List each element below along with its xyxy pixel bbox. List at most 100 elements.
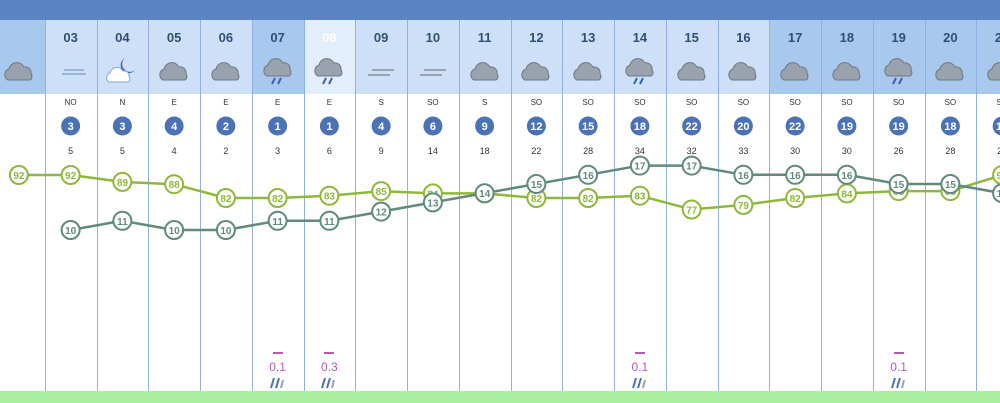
wind-direction: SO [530, 98, 543, 107]
column-divider [303, 20, 305, 391]
hour-label: 11 [477, 30, 492, 45]
column-divider [148, 20, 150, 391]
humidity-value: 88 [169, 180, 181, 191]
cloud-icon [159, 62, 188, 81]
wind-speed-value: 4 [171, 121, 178, 133]
temperature-point: 11 [267, 210, 288, 231]
wind-speed-badge: 3 [112, 116, 132, 136]
wind-direction: SO [737, 98, 750, 107]
hour-header: 06 [200, 20, 252, 94]
cloud-icon [935, 62, 964, 81]
wind-speed-badge: 4 [164, 116, 184, 136]
wind-direction: NO [64, 98, 77, 107]
wind-gust: 28 [945, 146, 956, 156]
hour-label: 15 [684, 30, 699, 45]
hour-header: 10 [407, 20, 459, 94]
cloud-icon [4, 62, 33, 81]
wind-speed-value: 3 [68, 121, 74, 133]
temperature-value: 14 [997, 189, 1000, 200]
temperature-value: 16 [841, 171, 853, 182]
wind-speed-value: 22 [686, 121, 698, 133]
wind-speed-value: 18 [996, 121, 1000, 133]
wind-gust: 34 [634, 146, 645, 156]
humidity-point: 77 [681, 199, 702, 220]
wind-direction: SO [427, 98, 439, 107]
wind-gust: 30 [790, 146, 801, 156]
temperature-point: 13 [422, 192, 443, 213]
hour-header: 17 [769, 20, 821, 94]
temperature-point: 11 [112, 210, 133, 231]
precip-amount: 0.1 [631, 360, 649, 374]
moon-wind-icon [61, 60, 86, 78]
wind-direction: E [274, 98, 281, 107]
wind-gust: 18 [479, 146, 490, 156]
humidity-value: 79 [738, 201, 750, 212]
temperature-value: 10 [169, 226, 181, 237]
humidity-point: 92 [60, 165, 81, 185]
humidity-point: 82 [578, 188, 599, 208]
wind-direction: E [326, 98, 333, 107]
humidity-point: 85 [371, 181, 392, 202]
wind-speed-badge: 2 [216, 116, 236, 136]
temperature-point: 15 [526, 174, 547, 194]
temperature-point: 14 [474, 183, 495, 204]
temperature-value: 15 [893, 180, 905, 191]
wind-speed-badge: 6 [423, 116, 443, 136]
wind-direction: N [119, 98, 126, 107]
wind-direction: SO [996, 98, 1000, 107]
column-divider [407, 20, 408, 391]
humidity-point: 89 [112, 171, 133, 192]
wind-direction: SO [789, 98, 801, 107]
column-divider [872, 20, 874, 391]
humidity-value: 82 [790, 194, 802, 205]
temperature-value: 12 [376, 208, 388, 219]
humidity-value: 82 [583, 194, 595, 205]
wind-gust: 22 [531, 146, 542, 156]
column-divider [355, 20, 357, 391]
cloud-icon [676, 62, 706, 81]
humidity-value: 84 [841, 189, 853, 200]
cloud-icon [469, 62, 499, 81]
wind-speed-value: 12 [530, 121, 542, 133]
hour-label: 13 [580, 30, 596, 45]
rain-drops-icon [303, 376, 355, 394]
humidity-point: 83 [319, 185, 340, 206]
humidity-value: 89 [117, 178, 129, 189]
hour-label: 08 [322, 30, 337, 45]
wind-speed-badge: 20 [733, 116, 753, 136]
wind-speed-value: 2 [223, 121, 229, 133]
wind-direction: SO [685, 98, 698, 107]
temperature-point: 11 [319, 210, 340, 231]
hour-header: 16 [717, 20, 770, 94]
precip-bar [893, 352, 904, 354]
humidity-point: 92 [8, 165, 29, 185]
rain-drops-icon [252, 376, 304, 394]
cloud-icon [728, 62, 757, 81]
humidity-value: 82 [272, 194, 284, 205]
hour-header: 20 [924, 20, 977, 94]
humidity-value: 92 [997, 171, 1000, 182]
wind-speed-value: 6 [430, 121, 436, 133]
hour-label: 12 [529, 30, 544, 45]
column-divider [717, 20, 719, 391]
temperature-point: 14 [992, 183, 1000, 203]
column-divider [458, 20, 460, 391]
hour-label: 20 [943, 30, 958, 45]
temperature-value: 11 [272, 217, 283, 228]
cloud-icon [573, 62, 602, 81]
wind-speed-badge: 12 [526, 116, 546, 136]
column-divider [976, 20, 978, 391]
temperature-point: 10 [60, 220, 81, 240]
hour-header: 04 [96, 20, 149, 94]
temperature-point: 16 [785, 164, 806, 185]
humidity-value: 92 [13, 171, 25, 182]
hour-header: 07 [251, 20, 304, 94]
temperature-point: 10 [215, 220, 236, 240]
temperature-point: 15 [888, 174, 909, 194]
humidity-point: 79 [733, 194, 754, 215]
wind-speed-value: 18 [944, 121, 956, 133]
humidity-value: 92 [65, 171, 77, 182]
column-divider [821, 20, 822, 391]
hour-label: 03 [63, 30, 78, 45]
